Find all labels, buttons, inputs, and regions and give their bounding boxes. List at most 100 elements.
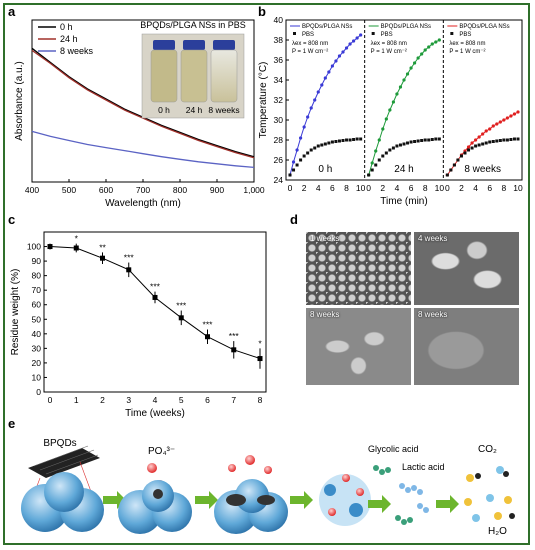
x-axis-label: Time (weeks)	[125, 408, 185, 419]
x-axis-label: Wavelength (nm)	[105, 198, 181, 209]
significance-label: ***	[150, 282, 161, 292]
legend-pbs: PBS	[459, 32, 471, 38]
nanosphere-stage1	[21, 472, 104, 532]
pbs-data-point	[292, 168, 296, 172]
legend-np: BPQDs/PLGA NSs	[459, 24, 509, 30]
vial-0h	[150, 40, 178, 103]
pbs-data-point	[505, 138, 509, 142]
np-data-point	[388, 108, 392, 112]
pbs-data-point	[391, 146, 395, 150]
significance-label: ***	[229, 331, 240, 341]
annotation-power: P = 1 W cm⁻²	[449, 49, 485, 55]
x-axis-label: Time (min)	[380, 196, 427, 207]
np-data-point	[402, 78, 406, 82]
np-data-point	[337, 54, 342, 58]
pbs-data-point	[395, 144, 399, 148]
x-tick-label: 6	[487, 183, 492, 193]
pbs-data-point	[337, 139, 341, 143]
panel-letter-a: a	[8, 4, 16, 19]
inset-label-0h: 0 h	[158, 105, 170, 115]
annotation-wavelength: λex = 808 nm	[292, 41, 328, 47]
pbs-data-point	[495, 139, 499, 143]
pbs-data-point	[334, 140, 338, 143]
sem-label-3: 8 weeks	[310, 310, 340, 319]
pbs-data-point	[377, 158, 381, 162]
x-tick-label: 7	[231, 395, 236, 405]
np-data-point	[377, 138, 381, 142]
pbs-data-point	[488, 140, 492, 144]
np-data-point	[344, 46, 349, 50]
significance-label: *	[75, 234, 79, 244]
x-tick-label: 900	[210, 185, 224, 195]
inset-title: BPQDs/PLGA NSs in PBS	[140, 20, 246, 30]
x-tick-label: 0	[288, 183, 293, 193]
np-data-point	[323, 76, 327, 80]
np-data-point	[427, 45, 431, 49]
label-bpqds: BPQDs	[43, 438, 76, 449]
residue-data-point	[257, 356, 263, 362]
y-tick-label: 28	[274, 135, 284, 145]
y-tick-label: 100	[27, 242, 41, 252]
arrow-5-icon	[436, 495, 459, 513]
x-tick-label: 3	[126, 395, 131, 405]
co2-h2o-molecules-icon	[464, 466, 515, 522]
sem-image-1-week: 1 weeks	[306, 232, 411, 305]
pbs-data-point	[498, 139, 502, 142]
y-tick-label: 34	[274, 75, 284, 85]
annotation-wavelength: λex = 808 nm	[371, 41, 407, 47]
acid-chains-icon	[373, 465, 429, 525]
np-data-point	[512, 112, 517, 116]
np-data-point	[316, 90, 320, 94]
y-axis-label: Temperature (°C)	[258, 62, 269, 139]
np-data-point	[330, 64, 334, 68]
x-tick-label: 4	[473, 183, 478, 193]
residue-data-point	[205, 334, 210, 340]
residue-data-point	[100, 255, 105, 261]
degraded-fragments	[319, 474, 371, 526]
pbs-data-point	[341, 139, 345, 142]
pbs-data-point	[430, 138, 434, 141]
annotation-power: P = 1 W cm⁻²	[292, 49, 328, 55]
x-tick-label: 2	[302, 183, 307, 193]
x-tick-label: 10	[356, 183, 366, 193]
x-tick-label: 0	[445, 183, 450, 193]
y-axis-label: Absorbance (a.u.)	[14, 61, 25, 141]
x-tick-label: 500	[62, 185, 76, 195]
y-tick-label: 30	[274, 115, 284, 125]
panel-letter-c: c	[8, 212, 15, 227]
np-data-point	[505, 116, 509, 120]
pbs-data-point	[413, 140, 417, 143]
residue-data-point	[152, 294, 158, 300]
np-data-point	[306, 115, 310, 119]
np-data-point	[470, 141, 474, 145]
pbs-data-point	[406, 141, 410, 145]
x-tick-label: 5	[179, 395, 184, 405]
x-tick-label: 8	[258, 395, 263, 405]
pbs-data-point	[423, 138, 427, 142]
x-tick-label: 0	[366, 183, 371, 193]
vial-8weeks	[210, 40, 238, 103]
np-data-point	[291, 160, 296, 164]
pbs-data-point	[477, 143, 481, 147]
x-tick-label: 4	[316, 183, 321, 193]
y-tick-label: 50	[32, 314, 42, 324]
sem-image-4-weeks: 4 weeks	[414, 232, 519, 305]
x-tick-label: 0	[48, 395, 53, 405]
x-tick-label: 6	[409, 183, 414, 193]
pbs-data-point	[381, 154, 385, 158]
y-tick-label: 26	[274, 155, 284, 165]
pbs-data-point	[374, 163, 378, 167]
pbs-data-point	[313, 146, 317, 150]
pbs-data-point	[330, 140, 334, 144]
pbs-data-point	[320, 143, 324, 147]
x-tick-label: 600	[99, 185, 113, 195]
arrow-3-icon	[290, 491, 313, 509]
vial-24h	[180, 40, 208, 103]
panel-letter-b: b	[258, 4, 266, 19]
legend-pbs: PBS	[381, 32, 393, 38]
legend-entry: 8 weeks	[60, 46, 94, 56]
pbs-data-point	[420, 139, 424, 142]
np-data-point	[484, 129, 488, 133]
x-tick-label: 8	[344, 183, 349, 193]
